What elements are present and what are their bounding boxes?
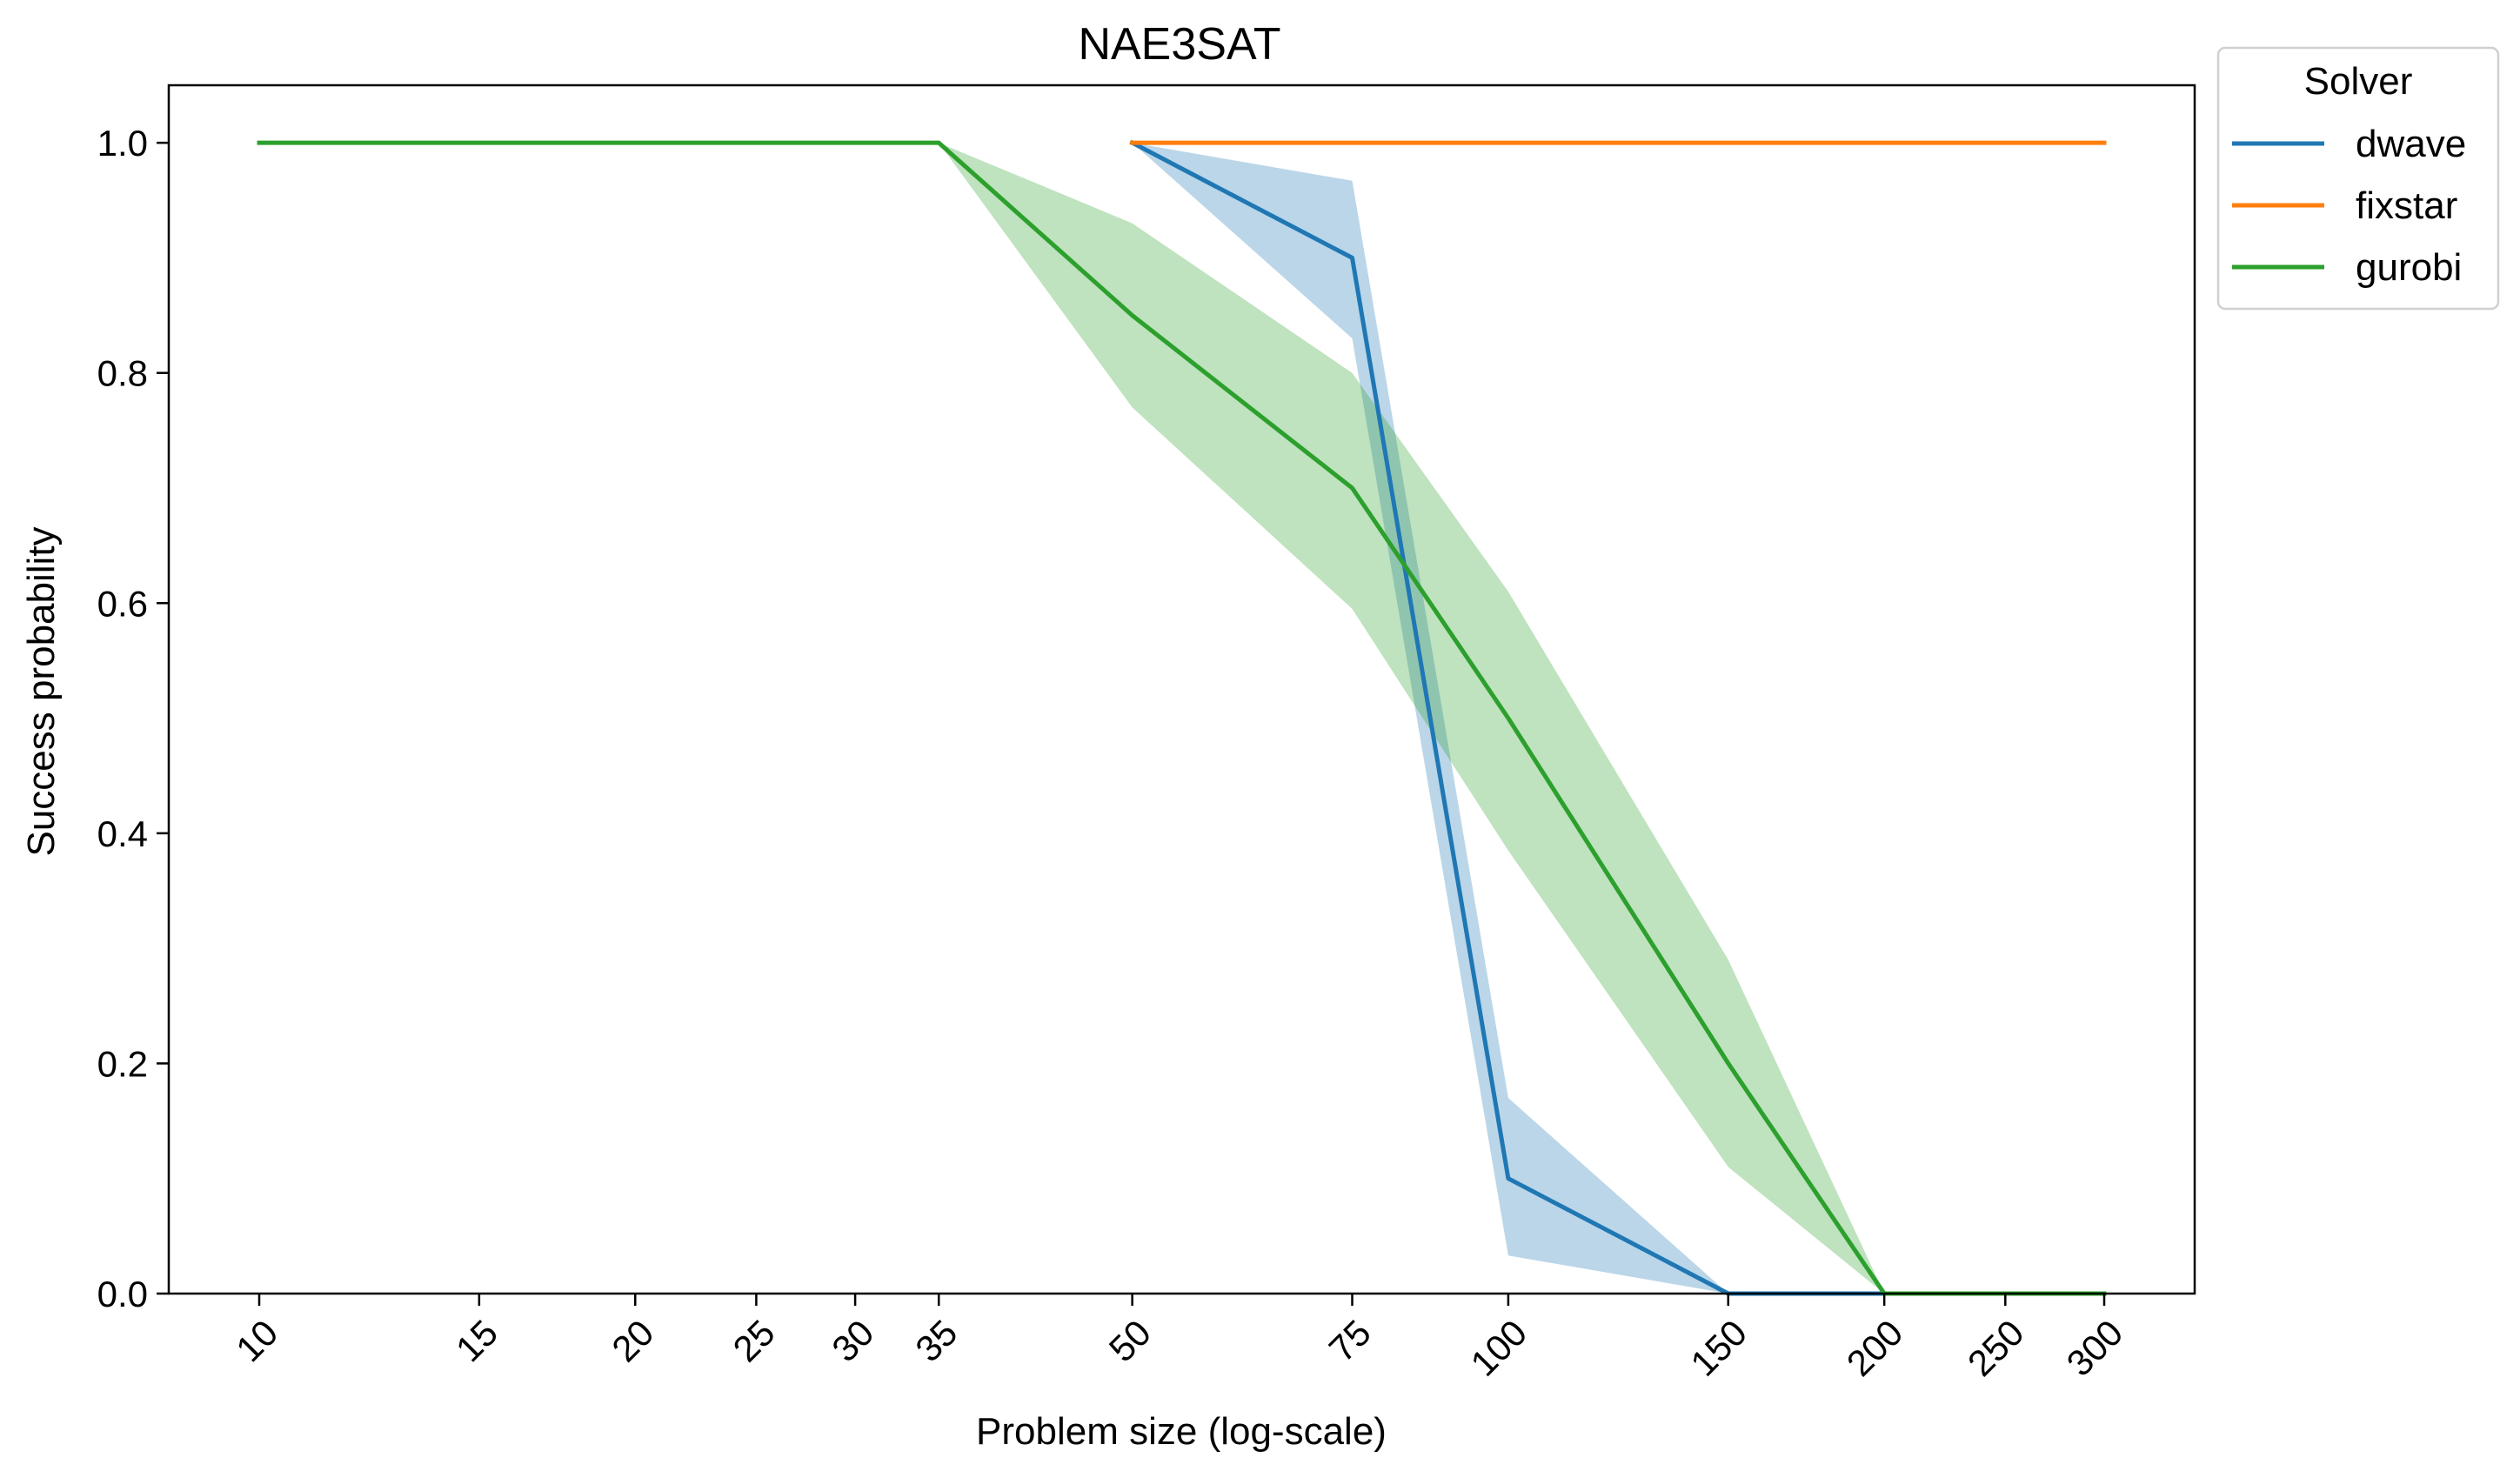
x-tick-label: 250 xyxy=(1960,1312,2032,1384)
legend-box xyxy=(2216,46,2500,311)
x-tick-label: 35 xyxy=(907,1312,965,1369)
x-tick-label: 300 xyxy=(2059,1312,2131,1384)
y-tick-label: 0.0 xyxy=(97,1274,148,1314)
x-tick-label: 150 xyxy=(1682,1312,1755,1384)
legend-label-fixstar: fixstar xyxy=(2356,184,2457,227)
plot-area xyxy=(167,84,2196,1296)
x-tick-label: 100 xyxy=(1462,1312,1534,1384)
legend-label-gurobi: gurobi xyxy=(2356,246,2462,289)
x-tick-label: 30 xyxy=(824,1312,881,1369)
y-tick-label: 0.6 xyxy=(97,583,148,624)
y-tick-label: 1.0 xyxy=(97,123,148,164)
legend-label-dwave: dwave xyxy=(2356,123,2466,165)
x-axis-label: Problem size (log-scale) xyxy=(976,1410,1387,1453)
legend-title: Solver xyxy=(2304,60,2413,103)
x-tick-label: 25 xyxy=(725,1312,782,1369)
y-tick-label: 0.4 xyxy=(97,813,148,854)
y-tick-label: 0.2 xyxy=(97,1043,148,1084)
series-line-gurobi xyxy=(257,140,2107,1296)
plot-frame xyxy=(167,84,2196,1295)
x-tick-label: 200 xyxy=(1839,1312,1911,1384)
x-tick-label: 15 xyxy=(448,1312,505,1369)
confidence-band-gurobi xyxy=(259,143,2104,1294)
x-tick-label: 75 xyxy=(1321,1312,1379,1369)
y-tick-label: 0.8 xyxy=(97,353,148,394)
legend: Solver dwave fixstar gurobi xyxy=(2216,46,2500,311)
x-axis: 10 15 20 25 30 35 50 75 100 150 200 250 300 xyxy=(228,1294,2130,1384)
y-axis: 0.0 0.2 0.4 0.6 0.8 1.0 xyxy=(97,123,169,1314)
series-line-dwave xyxy=(1129,139,2107,1296)
y-axis-label: Success probability xyxy=(20,526,63,856)
confidence-band-dwave xyxy=(1132,143,2104,1294)
x-tick-label: 20 xyxy=(604,1312,661,1369)
chart-title: NAE3SAT xyxy=(1078,19,1280,70)
x-tick-label: 50 xyxy=(1101,1312,1159,1369)
x-tick-label: 10 xyxy=(228,1312,285,1369)
